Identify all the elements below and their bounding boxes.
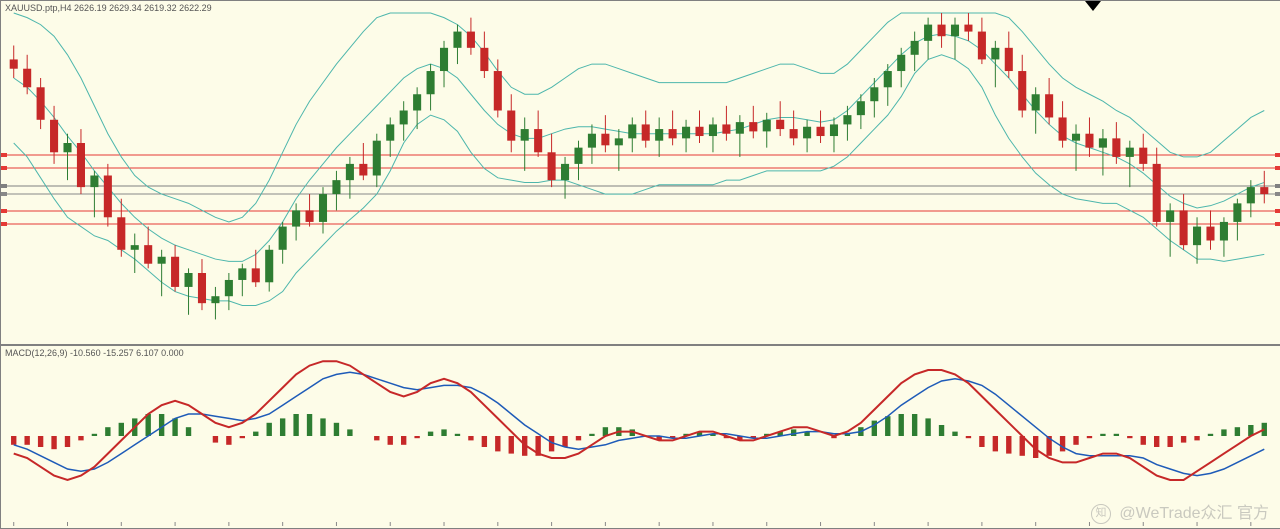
- macd-label: MACD(12,26,9) -10.560 -15.257 6.107 0.00…: [5, 348, 184, 358]
- price-chart-panel[interactable]: XAUUSD.ptp,H4 2626.19 2629.34 2619.32 26…: [1, 1, 1280, 346]
- dropdown-marker-icon[interactable]: [1085, 1, 1101, 11]
- macd-name: MACD(12,26,9): [5, 348, 68, 358]
- watermark-text: @WeTrade众汇 官方: [1119, 505, 1269, 522]
- instrument-label: XAUUSD.ptp,H4 2626.19 2629.34 2619.32 26…: [5, 3, 212, 13]
- macd-values: -10.560 -15.257 6.107 0.000: [70, 348, 184, 358]
- ohlc-text: 2626.19 2629.34 2619.32 2622.29: [74, 3, 212, 13]
- trading-chart-container: XAUUSD.ptp,H4 2626.19 2629.34 2619.32 26…: [0, 0, 1280, 529]
- symbol-text: XAUUSD.ptp,H4: [5, 3, 72, 13]
- price-chart-svg: [1, 1, 1280, 344]
- macd-chart-svg: [1, 346, 1280, 528]
- watermark: 知 @WeTrade众汇 官方: [1091, 499, 1269, 524]
- macd-panel[interactable]: MACD(12,26,9) -10.560 -15.257 6.107 0.00…: [1, 346, 1280, 528]
- watermark-icon: 知: [1091, 504, 1111, 524]
